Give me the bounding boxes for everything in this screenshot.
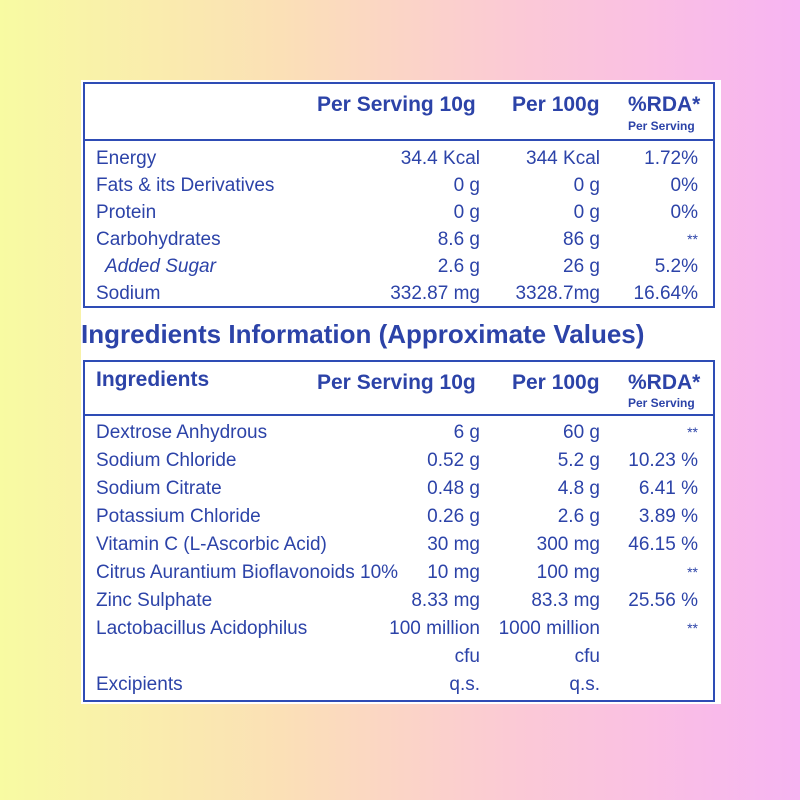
nutrition-table-header: Per Serving 10g Per 100g %RDA* Per Servi… xyxy=(85,84,713,141)
ingredient-name: Lactobacillus Acidophilus xyxy=(96,618,308,639)
nutrition-row: Protein 0 g 0 g 0% xyxy=(85,199,713,226)
rda-value: 46.15 % xyxy=(628,534,698,555)
per-100g-header: Per 100g xyxy=(512,93,600,116)
per-100g-value: 26 g xyxy=(563,256,600,277)
rda-value: 6.41 % xyxy=(638,478,698,499)
per-serving-header: Per Serving 10g xyxy=(317,371,476,394)
rda-value: ** xyxy=(687,231,698,247)
per-serving-value: 0.26 g xyxy=(427,506,480,527)
ingredients-table-header: Ingredients Per Serving 10g Per 100g %RD… xyxy=(85,362,713,416)
per-100g-value: q.s. xyxy=(569,674,600,695)
per-100g-value: 300 mg xyxy=(536,534,600,555)
nutrient-name: Energy xyxy=(96,148,157,169)
per-serving-value: 6 g xyxy=(453,422,480,443)
nutrient-name: Carbohydrates xyxy=(96,229,221,250)
per-serving-value: 10 mg xyxy=(427,562,480,583)
per-serving-value: 34.4 Kcal xyxy=(400,148,480,169)
per-serving-value: 0.48 g xyxy=(427,478,480,499)
ingredient-name: Sodium Chloride xyxy=(96,450,237,471)
per-100g-value: 100 mg xyxy=(536,562,600,583)
per-serving-value: 30 mg xyxy=(427,534,480,555)
per-100g-value: 1000 million xyxy=(498,618,600,639)
nutrition-row: Added Sugar 2.6 g 26 g 5.2% xyxy=(85,253,713,280)
per-serving-value: 2.6 g xyxy=(437,256,480,277)
rda-header: %RDA* xyxy=(628,371,701,394)
rda-value: 5.2% xyxy=(654,256,698,277)
ingredient-name: Dextrose Anhydrous xyxy=(96,422,268,443)
ingredients-table: Ingredients Per Serving 10g Per 100g %RD… xyxy=(83,360,715,702)
rda-value: 16.64% xyxy=(633,283,698,304)
per-100g-value: 0 g xyxy=(573,202,600,223)
nutrition-table: Per Serving 10g Per 100g %RDA* Per Servi… xyxy=(83,82,715,308)
ingredient-name: Citrus Aurantium Bioflavonoids 10% xyxy=(96,562,399,583)
rda-value: 1.72% xyxy=(644,148,698,169)
per-serving-value: 100 million xyxy=(389,618,480,639)
per-100g-header: Per 100g xyxy=(512,371,600,394)
ingredient-name: Excipients xyxy=(96,674,183,695)
per-100g-value: 3328.7mg xyxy=(515,283,600,304)
nutrition-row: Energy 34.4 Kcal 344 Kcal 1.72% xyxy=(85,145,713,172)
per-100g-value: cfu xyxy=(574,646,600,667)
per-100g-value: 86 g xyxy=(563,229,600,250)
rda-header: %RDA* xyxy=(628,93,701,116)
nutrient-name: Protein xyxy=(96,202,157,223)
nutrition-row: Carbohydrates 8.6 g 86 g ** xyxy=(85,226,713,253)
rda-value: 10.23 % xyxy=(628,450,698,471)
per-serving-value: 8.33 mg xyxy=(411,590,480,611)
per-serving-value: 0 g xyxy=(453,175,480,196)
label-panel: Per Serving 10g Per 100g %RDA* Per Servi… xyxy=(81,80,721,704)
per-serving-value: 8.6 g xyxy=(437,229,480,250)
ingredient-row: Excipients q.s. q.s. xyxy=(85,671,713,698)
rda-value: 3.89 % xyxy=(638,506,698,527)
rda-value: ** xyxy=(687,620,698,636)
rda-value: ** xyxy=(687,564,698,580)
ingredient-row: Potassium Chloride 0.26 g 2.6 g 3.89 % xyxy=(85,503,713,530)
rda-value: 25.56 % xyxy=(628,590,698,611)
per-100g-value: 0 g xyxy=(573,175,600,196)
ingredients-header: Ingredients xyxy=(96,368,210,391)
per-serving-value: 0 g xyxy=(453,202,480,223)
ingredient-row: Dextrose Anhydrous 6 g 60 g ** xyxy=(85,419,713,446)
nutrient-name: Fats & its Derivatives xyxy=(96,175,275,196)
ingredient-row: Citrus Aurantium Bioflavonoids 10% 10 mg… xyxy=(85,559,713,586)
per-100g-value: 60 g xyxy=(563,422,600,443)
per-100g-value: 344 Kcal xyxy=(526,148,600,169)
per-serving-value: 0.52 g xyxy=(427,450,480,471)
nutrient-name: Added Sugar xyxy=(105,256,216,277)
per-serving-header: Per Serving 10g xyxy=(317,93,476,116)
ingredient-row: Lactobacillus Acidophilus 100 million 10… xyxy=(85,615,713,642)
rda-value: ** xyxy=(687,424,698,440)
ingredient-row: Vitamin C (L-Ascorbic Acid) 30 mg 300 mg… xyxy=(85,531,713,558)
rda-subheader: Per Serving xyxy=(628,119,695,133)
per-100g-value: 4.8 g xyxy=(557,478,600,499)
nutrition-row: Fats & its Derivatives 0 g 0 g 0% xyxy=(85,172,713,199)
rda-value: 0% xyxy=(670,202,698,223)
ingredient-row: Sodium Citrate 0.48 g 4.8 g 6.41 % xyxy=(85,475,713,502)
ingredient-name: Vitamin C (L-Ascorbic Acid) xyxy=(96,534,327,555)
nutrient-name: Sodium xyxy=(96,283,161,304)
per-serving-value: 332.87 mg xyxy=(390,283,480,304)
nutrition-row: Sodium 332.87 mg 3328.7mg 16.64% xyxy=(85,280,713,307)
ingredient-name: Potassium Chloride xyxy=(96,506,261,527)
per-100g-value: 2.6 g xyxy=(557,506,600,527)
per-100g-value: 83.3 mg xyxy=(531,590,600,611)
ingredient-name: Sodium Citrate xyxy=(96,478,222,499)
ingredient-name: Zinc Sulphate xyxy=(96,590,213,611)
ingredient-row: Zinc Sulphate 8.33 mg 83.3 mg 25.56 % xyxy=(85,587,713,614)
rda-subheader: Per Serving xyxy=(628,396,695,410)
per-serving-value: cfu xyxy=(454,646,480,667)
per-100g-value: 5.2 g xyxy=(557,450,600,471)
ingredient-row: Sodium Chloride 0.52 g 5.2 g 10.23 % xyxy=(85,447,713,474)
rda-value: 0% xyxy=(670,175,698,196)
ingredients-section-title: Ingredients Information (Approximate Val… xyxy=(81,319,645,349)
per-serving-value: q.s. xyxy=(449,674,480,695)
ingredient-row: cfu cfu xyxy=(85,643,713,670)
